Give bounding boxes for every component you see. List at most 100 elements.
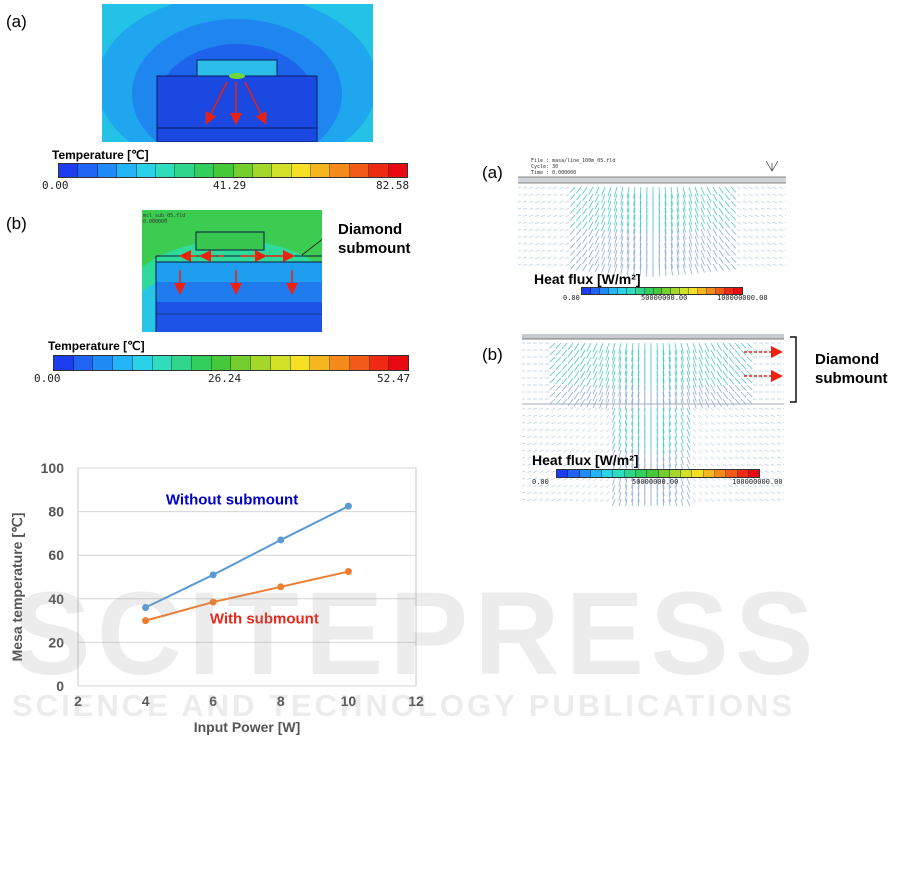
flux-vector xyxy=(559,207,564,211)
flux-vector xyxy=(668,435,671,447)
flux-vector xyxy=(611,442,616,451)
colorbar-swatch xyxy=(635,288,645,294)
flux-vector xyxy=(569,442,574,446)
flux-vector xyxy=(600,442,604,447)
flux-vector xyxy=(782,421,784,423)
flux-vector xyxy=(784,235,786,237)
flux-vector xyxy=(567,349,574,357)
flux-vector xyxy=(704,384,710,394)
flux-vector xyxy=(567,342,574,350)
colorbar-swatch xyxy=(590,470,603,477)
flux-vector xyxy=(529,228,534,231)
flux-vector xyxy=(611,477,616,486)
flux-vector xyxy=(782,435,784,437)
flux-vector xyxy=(522,470,526,473)
flux-vector xyxy=(704,421,709,425)
flux-vector xyxy=(758,414,763,417)
flux-vector xyxy=(766,214,771,217)
flux-vector xyxy=(565,221,570,225)
colorbar-tick-a-mid: 41.29 xyxy=(213,179,247,192)
flux-vector xyxy=(740,498,745,502)
flux-vector xyxy=(770,435,775,438)
flux-vector xyxy=(587,428,592,432)
flux-vector xyxy=(607,214,612,225)
flux-vector xyxy=(557,456,562,460)
flux-vector xyxy=(694,235,699,246)
flux-vector xyxy=(748,207,753,211)
flux-vector xyxy=(601,263,606,273)
flux-vector xyxy=(535,186,540,189)
flux-vector xyxy=(746,491,751,495)
flux-vector xyxy=(555,384,562,391)
data-point xyxy=(142,617,150,625)
flux-vector xyxy=(551,421,556,425)
flux-vector xyxy=(676,207,680,220)
heat-flux-map-a xyxy=(518,155,786,311)
flux-vector xyxy=(736,242,741,246)
flux-vector xyxy=(676,214,680,227)
flux-vector xyxy=(728,370,735,378)
flux-vector xyxy=(605,384,610,396)
flux-vector xyxy=(575,435,580,439)
flux-vector xyxy=(710,449,715,453)
flux-vector xyxy=(728,463,733,467)
flux-vector xyxy=(637,414,640,427)
watermark-logo: SCITEPRESS xyxy=(12,568,820,700)
flux-vector xyxy=(569,414,574,418)
flux-vector xyxy=(600,414,604,419)
flux-vector xyxy=(570,263,576,270)
flux-vector xyxy=(551,428,556,432)
flux-vector xyxy=(728,356,735,364)
flux-vector xyxy=(570,228,576,235)
flux-vector xyxy=(631,370,634,383)
flux-vector xyxy=(734,484,739,488)
flux-vector xyxy=(704,391,710,401)
flux-vector xyxy=(764,477,769,480)
flux-vector xyxy=(704,484,709,488)
flux-vector xyxy=(563,484,568,488)
flux-vector xyxy=(607,186,612,197)
flux-vector xyxy=(752,491,757,494)
flux-vector xyxy=(782,470,784,472)
flux-vector xyxy=(676,242,680,255)
flux-vector xyxy=(692,491,696,496)
flux-vector xyxy=(698,398,704,409)
flux-vector xyxy=(523,256,528,259)
flux-vector xyxy=(698,342,704,353)
colorbar-swatch xyxy=(590,288,600,294)
flux-vector xyxy=(674,363,678,376)
flux-vector xyxy=(523,193,528,196)
flux-vector xyxy=(612,498,616,506)
flux-vector xyxy=(778,228,783,231)
flux-vector xyxy=(631,384,634,397)
flux-vector xyxy=(724,263,730,271)
flux-vector xyxy=(766,256,771,259)
flux-vector xyxy=(518,214,522,217)
flux-vector xyxy=(754,242,759,245)
flux-vector xyxy=(637,435,640,448)
flux-vector xyxy=(618,384,622,397)
flux-vector xyxy=(710,414,715,418)
flux-vector xyxy=(700,263,705,273)
flux-vector xyxy=(626,214,630,227)
flux-vector xyxy=(639,235,642,249)
flux-vector xyxy=(581,428,586,432)
colorbar-swatch xyxy=(310,356,331,370)
flux-vector xyxy=(618,456,622,466)
flux-vector xyxy=(776,407,781,410)
flux-vector xyxy=(593,414,598,418)
flux-vector xyxy=(576,214,582,222)
flux-vector xyxy=(592,377,598,388)
flux-vector xyxy=(740,377,747,384)
flux-vector xyxy=(760,221,765,224)
flux-vector xyxy=(662,491,665,504)
flux-vector xyxy=(760,193,765,196)
flux-vector xyxy=(576,256,582,264)
flux-vector xyxy=(778,221,783,224)
flux-vector xyxy=(639,214,642,228)
flux-vector xyxy=(586,363,592,373)
flux-vector xyxy=(680,449,684,459)
flux-vector xyxy=(674,391,678,404)
flux-vector xyxy=(748,186,753,190)
flux-vector xyxy=(728,435,733,439)
